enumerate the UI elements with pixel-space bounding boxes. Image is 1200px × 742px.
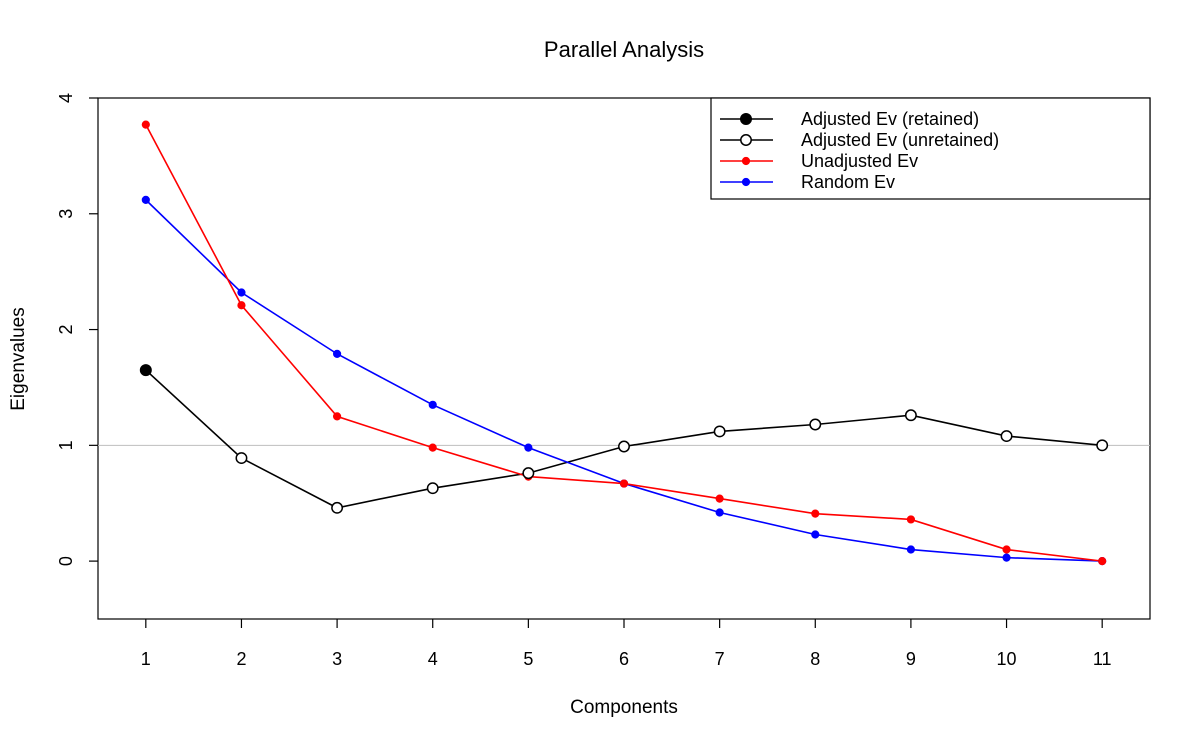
x-axis-label: Components [570,697,678,718]
random-ev-point [1003,554,1010,561]
x-axis: 1 2 3 4 5 6 7 8 9 10 11 [141,619,1112,669]
legend-marker [742,178,749,185]
x-tick-label: 6 [619,649,629,669]
y-axis-label: Eigenvalues [8,307,29,411]
x-tick-label: 8 [810,649,820,669]
unadjusted-ev-point [716,495,723,502]
x-tick-label: 4 [428,649,438,669]
x-tick-label: 9 [906,649,916,669]
legend: Adjusted Ev (retained)Adjusted Ev (unret… [711,98,1150,199]
unadjusted-ev-point [812,510,819,517]
x-tick-label: 1 [141,649,151,669]
random-ev-point [142,196,149,203]
legend-marker [741,114,752,125]
unadjusted-ev-point [620,480,627,487]
random-ev-point [716,509,723,516]
random-ev-point [525,444,532,451]
random-ev-point [333,350,340,357]
x-tick-label: 5 [523,649,533,669]
unadjusted-ev-point [907,516,914,523]
unadjusted-ev-point [142,121,149,128]
adjusted-ev-unretained-point [1001,431,1011,441]
x-tick-label: 7 [715,649,725,669]
unadjusted-ev-point [1003,546,1010,553]
adjusted-ev-unretained-point [236,453,246,463]
random-ev-point [429,401,436,408]
y-tick-label: 4 [56,93,76,103]
adjusted-ev-unretained-point [810,419,820,429]
legend-label: Adjusted Ev (retained) [801,109,979,129]
y-tick-label: 2 [56,325,76,335]
x-tick-label: 10 [997,649,1017,669]
x-tick-label: 2 [236,649,246,669]
unadjusted-ev-point [1099,558,1106,565]
unadjusted-ev-point [333,413,340,420]
adjusted-ev-unretained-point [332,503,342,513]
x-tick-label: 11 [1093,649,1112,669]
adjusted-ev-retained-point [140,365,151,376]
legend-label: Adjusted Ev (unretained) [801,130,999,150]
adjusted-ev-unretained-point [619,441,629,451]
adjusted-ev-unretained-point [714,426,724,436]
random-ev-point [907,546,914,553]
random-ev-point [812,531,819,538]
adjusted-ev-unretained-point [523,468,533,478]
y-tick-label: 1 [56,440,76,450]
y-tick-label: 3 [56,209,76,219]
y-axis: 0 1 2 3 4 [56,93,98,566]
adjusted-ev-unretained-point [428,483,438,493]
adjusted-ev-unretained-point [906,410,916,420]
unadjusted-ev-point [429,444,436,451]
unadjusted-ev-point [238,302,245,309]
random-ev-line [146,200,1102,561]
legend-label: Unadjusted Ev [801,151,918,171]
chart-title: Parallel Analysis [544,37,704,62]
adjusted-ev-unretained-point [1097,440,1107,450]
legend-label: Random Ev [801,172,895,192]
y-tick-label: 0 [56,556,76,566]
x-tick-label: 3 [332,649,342,669]
legend-marker [742,157,749,164]
random-ev-point [238,289,245,296]
legend-marker [741,135,751,145]
